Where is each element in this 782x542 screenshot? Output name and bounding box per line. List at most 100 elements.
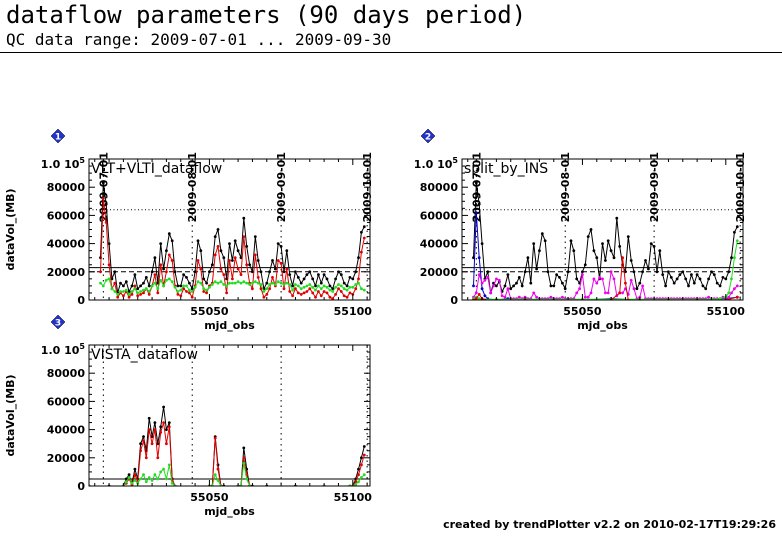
data-point-green: [339, 284, 343, 288]
y-tick-label: 20000: [47, 452, 86, 465]
data-point-black: [233, 239, 237, 243]
data-point-green: [360, 287, 363, 291]
data-point-green: [317, 284, 320, 288]
data-point-red: [360, 463, 363, 467]
data-point-black: [360, 456, 363, 460]
data-point-black: [727, 270, 731, 274]
data-point-magenta: [641, 284, 644, 288]
data-point-red: [474, 297, 478, 300]
data-point-red: [337, 287, 340, 291]
data-point-red: [314, 295, 317, 299]
data-point-green: [130, 481, 134, 485]
data-point-red: [233, 256, 237, 260]
data-point-green: [147, 290, 151, 293]
data-point-green: [294, 283, 297, 286]
data-point-green: [147, 476, 151, 479]
data-point-black: [595, 256, 599, 260]
data-point-black: [704, 287, 708, 291]
data-point-green: [113, 290, 117, 293]
data-point-black: [632, 270, 636, 274]
data-point-black: [520, 284, 524, 288]
y-tick-label: 80000: [47, 367, 86, 380]
data-point-green: [242, 280, 246, 284]
data-point-red: [357, 473, 360, 477]
data-point-red: [271, 276, 274, 279]
data-point-red: [245, 263, 249, 267]
data-point-black: [311, 277, 315, 281]
data-point-green: [305, 284, 309, 288]
data-point-black: [477, 202, 481, 206]
data-point-green: [133, 479, 137, 482]
data-point-green: [265, 287, 269, 291]
data-point-black: [735, 225, 739, 229]
data-point-black: [279, 245, 283, 248]
data-point-red: [282, 287, 286, 291]
data-point-black: [265, 281, 269, 285]
data-point-black: [532, 242, 536, 246]
data-point-black: [512, 284, 515, 288]
data-point-magenta: [609, 270, 613, 274]
data-point-red: [348, 291, 352, 295]
data-point-red: [144, 456, 148, 460]
data-point-black: [205, 281, 209, 285]
data-point-black: [618, 245, 622, 248]
data-point-black: [515, 281, 518, 285]
data-point-red: [331, 297, 335, 300]
data-point-black: [652, 245, 656, 248]
data-point-black: [142, 281, 145, 285]
data-point-magenta: [480, 281, 484, 285]
data-point-black: [540, 232, 544, 236]
data-point-black: [592, 249, 596, 253]
y-tick-label: 40000: [47, 424, 86, 437]
data-point-black: [104, 202, 108, 206]
data-point-green: [213, 473, 217, 477]
data-point-black: [572, 249, 576, 253]
data-point-black: [242, 446, 246, 450]
data-point-red: [122, 294, 125, 298]
data-point-magenta: [535, 295, 538, 299]
data-point-black: [179, 284, 183, 288]
badge-number: 1: [55, 133, 61, 143]
data-point-red: [213, 253, 217, 257]
data-point-green: [213, 280, 217, 284]
data-point-black: [196, 239, 200, 243]
data-point-green: [331, 290, 335, 293]
data-point-green: [170, 481, 174, 485]
data-point-red: [99, 270, 102, 274]
data-point-black: [296, 276, 300, 279]
data-point-green: [159, 278, 163, 282]
data-point-black: [144, 276, 148, 279]
series-group: [99, 181, 366, 300]
data-point-green: [251, 281, 254, 285]
x-tick-label: 55050: [190, 491, 229, 504]
data-point-green: [225, 284, 229, 288]
data-point-black: [165, 428, 168, 431]
data-point-red: [162, 421, 166, 424]
data-point-black: [276, 242, 280, 246]
data-point-magenta: [629, 278, 633, 282]
data-point-green: [159, 470, 163, 474]
data-point-black: [236, 249, 240, 253]
data-point-red: [116, 295, 120, 299]
data-point-red: [127, 295, 131, 299]
data-point-black: [159, 425, 163, 429]
data-point-red: [216, 467, 220, 471]
x-axis-label: mjd_obs: [204, 319, 255, 332]
data-point-red: [262, 295, 266, 299]
page-title: dataflow parameters (90 days period): [6, 1, 527, 29]
data-point-black: [658, 249, 662, 253]
data-point-black: [253, 235, 257, 239]
data-point-green: [231, 281, 234, 285]
data-point-magenta: [595, 281, 599, 285]
data-point-red: [104, 221, 108, 224]
data-point-black: [299, 281, 303, 285]
data-point-black: [167, 421, 171, 424]
data-point-red: [288, 290, 292, 293]
data-point-green: [127, 476, 131, 479]
date-marker-label: 2009-08-01: [559, 152, 572, 222]
data-point-black: [245, 245, 249, 248]
data-point-red: [345, 295, 349, 299]
data-point-blue: [480, 287, 484, 291]
data-point-black: [718, 284, 722, 288]
data-point-green: [735, 239, 739, 243]
